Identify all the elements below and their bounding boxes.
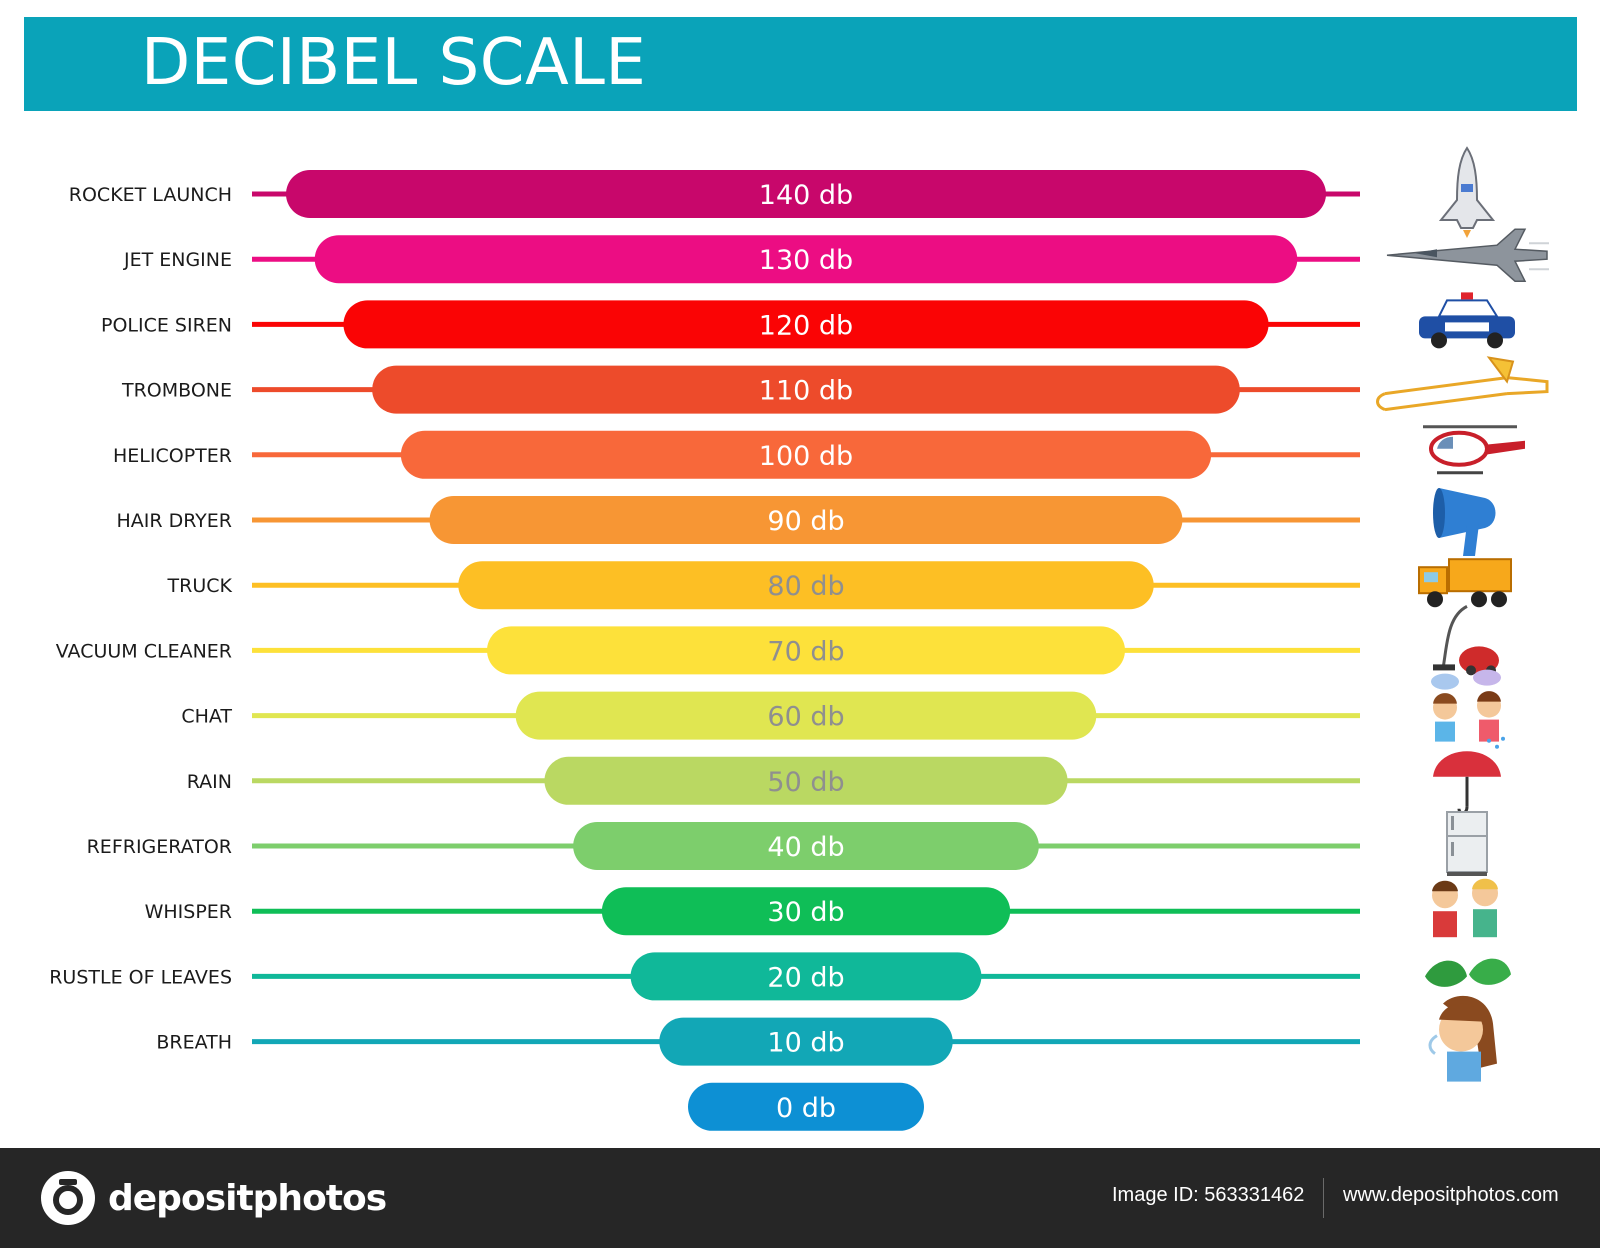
category-label: WHISPER — [145, 901, 232, 923]
dump-truck-icon — [1418, 558, 1512, 608]
decibel-bar — [429, 496, 1183, 544]
fighter-jet-icon — [1386, 228, 1549, 282]
category-label: RAIN — [187, 771, 232, 793]
refrigerator-icon — [1446, 811, 1488, 876]
police-car-icon — [1419, 292, 1515, 349]
umbrella-rain-icon — [1433, 736, 1505, 815]
decibel-bar — [400, 430, 1212, 479]
category-label: BREATH — [156, 1032, 232, 1054]
hair-dryer-icon — [1433, 488, 1496, 556]
category-label: VACUUM CLEANER — [56, 640, 232, 662]
category-label: TROMBONE — [121, 380, 232, 402]
category-label: RUSTLE OF LEAVES — [49, 966, 232, 988]
space-shuttle-icon — [1438, 146, 1496, 238]
decibel-bar — [688, 1082, 924, 1131]
value-label: 10 db — [767, 1028, 844, 1059]
value-label: 40 db — [767, 832, 844, 863]
decibel-bar — [487, 626, 1125, 675]
decibel-bar — [630, 952, 982, 1001]
footer-divider — [1323, 1178, 1324, 1218]
value-label: 90 db — [767, 506, 844, 537]
category-label: POLICE SIREN — [101, 314, 232, 336]
decibel-bar — [286, 170, 1326, 218]
value-label: 30 db — [767, 897, 844, 928]
leaves-icon — [1425, 958, 1511, 987]
vacuum-cleaner-icon — [1433, 605, 1499, 676]
decibel-bar — [659, 1017, 953, 1066]
value-label: 0 db — [776, 1093, 836, 1124]
page-title: DECIBEL SCALE — [141, 26, 647, 100]
helicopter-icon — [1423, 425, 1525, 475]
decibel-bar — [573, 822, 1039, 870]
value-label: 80 db — [767, 571, 844, 602]
chatting-kids-icon — [1431, 669, 1501, 742]
value-label: 70 db — [767, 636, 844, 667]
depositphotos-logo: depositphotos — [40, 1170, 387, 1226]
category-label: REFRIGERATOR — [87, 836, 232, 858]
category-label: JET ENGINE — [123, 249, 232, 271]
value-label: 100 db — [759, 441, 853, 472]
decibel-bar — [343, 300, 1269, 349]
decibel-bar — [458, 561, 1154, 610]
decibel-chart: ROCKET LAUNCH 140 db JET ENGINE 130 db POLIC… — [49, 146, 1549, 1131]
category-label: HAIR DRYER — [116, 510, 232, 532]
breathing-girl-icon — [1428, 995, 1497, 1082]
value-label: 120 db — [759, 310, 853, 341]
website-link[interactable]: www.depositphotos.com — [1343, 1184, 1559, 1206]
value-label: 130 db — [759, 245, 853, 276]
image-id: Image ID: 563331462 — [1112, 1184, 1305, 1206]
value-label: 50 db — [767, 767, 844, 798]
header-bar: DECIBEL SCALE — [24, 17, 1577, 111]
value-label: 110 db — [759, 376, 853, 407]
value-label: 60 db — [767, 702, 844, 733]
trombone-icon — [1376, 356, 1549, 412]
value-label: 20 db — [767, 962, 844, 993]
decibel-bar — [601, 887, 1011, 936]
camera-logo-icon — [41, 1171, 95, 1225]
whispering-kids-icon — [1432, 878, 1498, 938]
value-label: 140 db — [759, 180, 853, 211]
decibel-bar — [314, 235, 1298, 284]
decibel-bar — [544, 756, 1068, 805]
footer-bar: depositphotos Image ID: 563331462 www.de… — [0, 1148, 1600, 1248]
logo-text: depositphotos — [108, 1177, 387, 1219]
decibel-bar — [372, 365, 1240, 414]
category-label: ROCKET LAUNCH — [69, 184, 232, 206]
category-label: HELICOPTER — [113, 445, 232, 467]
category-label: TRUCK — [167, 575, 233, 597]
decibel-bar — [515, 691, 1097, 740]
category-label: CHAT — [181, 706, 232, 728]
